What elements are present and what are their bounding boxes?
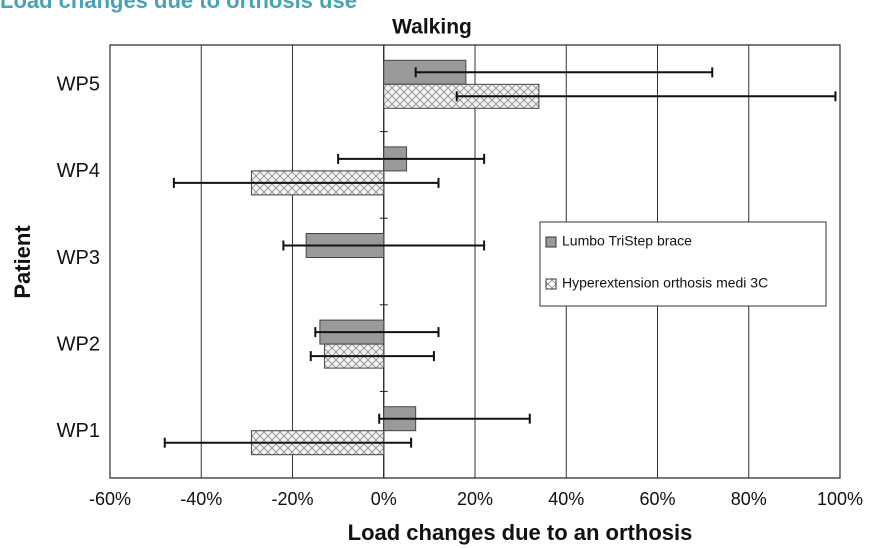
legend-swatch bbox=[545, 236, 557, 248]
y-tick-label: WP4 bbox=[57, 160, 100, 182]
header: Load changes due to orthosis use bbox=[0, 0, 357, 13]
chart-title: Walking bbox=[392, 16, 472, 39]
x-tick-label: -20% bbox=[271, 489, 313, 509]
x-tick-label: -40% bbox=[180, 489, 222, 509]
y-axis-label: Patient bbox=[10, 225, 35, 299]
x-axis-label: Load changes due to an orthosis bbox=[348, 520, 693, 545]
x-tick-label: 40% bbox=[548, 489, 584, 509]
legend bbox=[539, 221, 827, 307]
y-tick-label: WP5 bbox=[57, 74, 100, 96]
y-tick-label: WP1 bbox=[57, 420, 100, 442]
x-tick-label: 80% bbox=[731, 489, 767, 509]
x-tick-label: 100% bbox=[817, 489, 863, 509]
legend-swatch bbox=[545, 278, 557, 290]
x-tick-label: 20% bbox=[457, 489, 493, 509]
y-tick-label: WP2 bbox=[57, 333, 100, 355]
y-tick-label: WP3 bbox=[57, 247, 100, 269]
x-tick-label: 0% bbox=[371, 489, 397, 509]
legend-label: Hyperextension orthosis medi 3C bbox=[562, 275, 768, 291]
x-tick-label: -60% bbox=[89, 489, 131, 509]
legend-label: Lumbo TriStep brace bbox=[562, 233, 692, 249]
x-tick-label: 60% bbox=[639, 489, 675, 509]
